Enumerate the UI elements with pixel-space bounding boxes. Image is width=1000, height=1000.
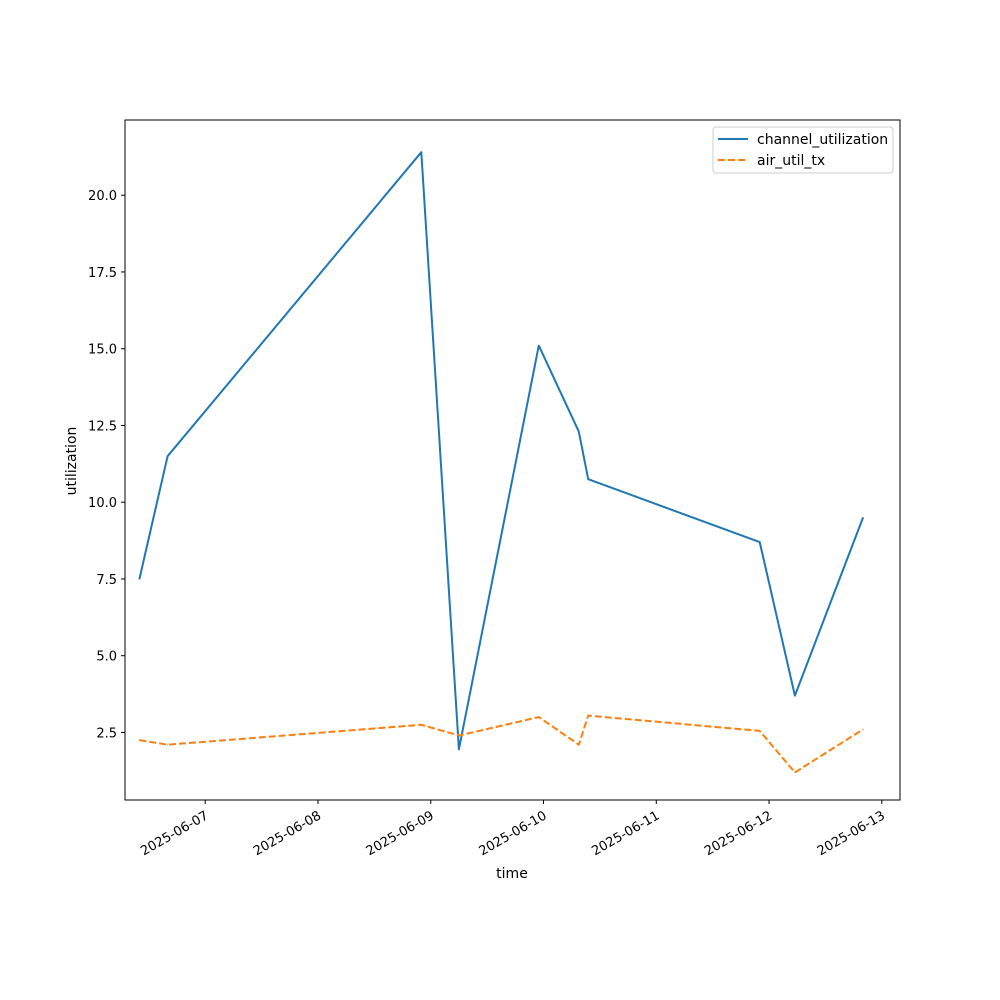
data-point-air-util-tx <box>420 724 422 726</box>
data-point-air-util-tx <box>794 771 796 774</box>
data-point-channel-utilization <box>794 695 796 697</box>
y-tick-label: 15.0 <box>88 343 117 358</box>
data-point-air-util-tx <box>759 730 761 732</box>
legend-box <box>712 126 894 174</box>
series-line-air-util-tx <box>139 714 864 774</box>
plot-frame <box>124 119 901 801</box>
data-point-channel-utilization <box>862 517 864 519</box>
y-tick-label: 20.0 <box>88 189 117 204</box>
y-tick-label: 12.5 <box>88 419 117 434</box>
data-point-channel-utilization <box>587 478 589 480</box>
data-point-channel-utilization <box>420 151 422 153</box>
data-point-air-util-tx <box>138 739 140 741</box>
y-tick-label: 10.0 <box>88 496 117 511</box>
x-tick-label: 2025-06-12 <box>702 808 775 859</box>
y-tick-label: 7.5 <box>96 573 117 588</box>
data-point-channel-utilization <box>538 345 540 347</box>
x-tick-label: 2025-06-08 <box>251 808 324 859</box>
data-point-air-util-tx <box>458 734 460 737</box>
data-point-channel-utilization <box>759 541 761 543</box>
data-point-air-util-tx <box>538 716 540 718</box>
y-axis-ticks: 2.5 5.0 7.5 10.0 12.5 15.0 17.5 20.0 <box>88 189 125 741</box>
data-point-air-util-tx <box>587 715 589 717</box>
data-point-channel-utilization <box>578 431 580 433</box>
legend-label-air-util-tx: air_util_tx <box>757 153 825 169</box>
data-point-air-util-tx <box>167 744 169 746</box>
y-tick-label: 17.5 <box>88 266 117 281</box>
legend-label-channel-utilization: channel_utilization <box>757 132 888 148</box>
data-point-channel-utilization <box>138 578 140 580</box>
series-line-channel-utilization <box>138 151 864 751</box>
x-tick-label: 2025-06-09 <box>364 808 437 859</box>
x-tick-label: 2025-06-11 <box>589 808 662 859</box>
data-point-air-util-tx <box>862 728 864 731</box>
x-axis-label: time <box>496 866 528 882</box>
x-axis-ticks: 2025-06-07 2025-06-08 2025-06-09 2025-06-10… <box>138 800 888 859</box>
data-point-air-util-tx <box>578 744 580 746</box>
y-axis-label: utilization <box>64 427 80 496</box>
legend: channel_utilization air_util_tx <box>712 126 894 174</box>
y-tick-label: 5.0 <box>96 650 117 665</box>
x-tick-label: 2025-06-07 <box>138 808 211 859</box>
data-point-channel-utilization <box>458 748 460 750</box>
x-tick-label: 2025-06-10 <box>477 808 550 859</box>
series-layer <box>138 151 864 774</box>
x-tick-label: 2025-06-13 <box>815 808 888 859</box>
y-tick-label: 2.5 <box>96 726 117 741</box>
data-point-channel-utilization <box>167 455 169 457</box>
